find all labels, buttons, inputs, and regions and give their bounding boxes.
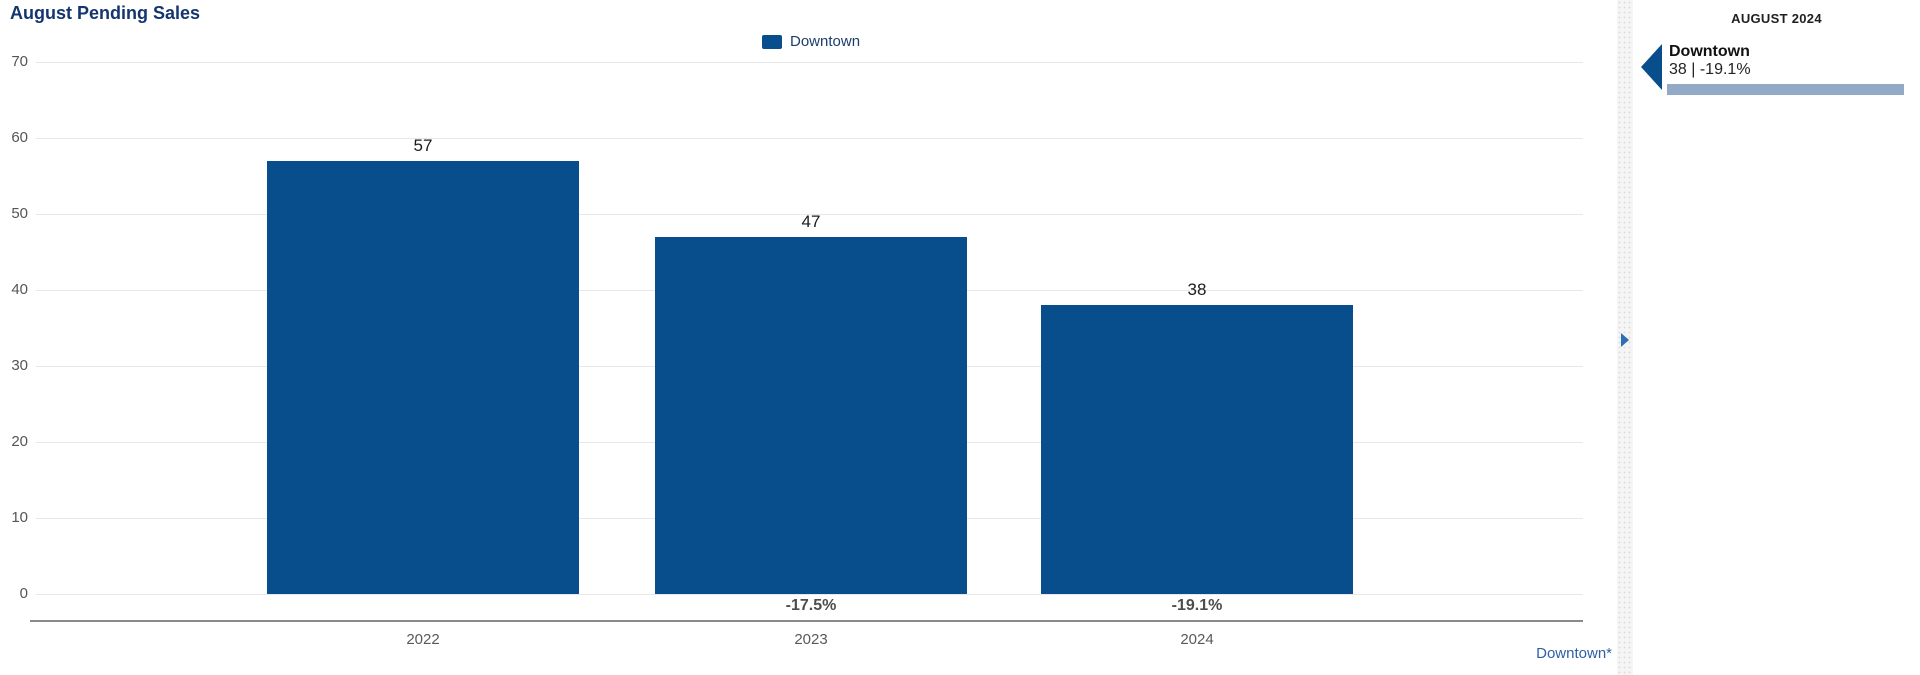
expand-panel-arrow-icon[interactable] <box>1621 333 1629 347</box>
y-tick-label-70: 70 <box>11 53 28 70</box>
y-tick-label-40: 40 <box>11 281 28 298</box>
x-axis-line <box>30 620 1583 622</box>
gridline-70 <box>36 62 1583 63</box>
pct-change-label-2024: -19.1% <box>1171 597 1223 614</box>
footnote-link[interactable]: Downtown* <box>1536 645 1612 662</box>
value-label-2024: 38 <box>1187 280 1207 300</box>
x-category-label-2023: 2023 <box>794 631 828 648</box>
pct-change-label-2023: -17.5% <box>785 597 837 614</box>
legend-swatch-icon <box>762 34 782 49</box>
value-label-2023: 47 <box>801 211 821 231</box>
gridline-0 <box>36 594 1583 595</box>
page-title: August Pending Sales <box>10 3 201 23</box>
panel-header: AUGUST 2024 <box>1731 11 1822 26</box>
value-label-2022: 57 <box>413 135 433 155</box>
pointer-triangle-icon <box>1641 44 1662 90</box>
gridline-60 <box>36 138 1583 139</box>
stat-meter-bar <box>1667 84 1904 95</box>
bar-2022[interactable] <box>267 160 579 594</box>
chart-region: August Pending Sales Downtown 0 10 20 30 40 5… <box>10 3 1612 662</box>
y-tick-label-30: 30 <box>11 357 28 374</box>
legend[interactable]: Downtown <box>762 33 860 50</box>
y-tick-label-50: 50 <box>11 205 28 222</box>
stat-value-line: 38 | -19.1% <box>1669 61 1751 78</box>
panel-splitter[interactable] <box>1617 0 1633 675</box>
bar-2024[interactable] <box>1041 305 1353 594</box>
y-tick-label-20: 20 <box>11 433 28 450</box>
summary-side-panel: AUGUST 2024 Downtown 38 | -19.1% <box>1633 0 1920 675</box>
x-category-label-2022: 2022 <box>406 631 440 648</box>
y-tick-label-10: 10 <box>11 509 28 526</box>
bar-2023[interactable] <box>655 236 967 594</box>
stat-series-name: Downtown <box>1669 43 1750 60</box>
y-tick-label-0: 0 <box>19 585 28 602</box>
gridline-50 <box>36 214 1583 215</box>
y-tick-label-60: 60 <box>11 129 28 146</box>
x-category-label-2024: 2024 <box>1180 631 1214 648</box>
legend-label: Downtown <box>790 33 861 50</box>
